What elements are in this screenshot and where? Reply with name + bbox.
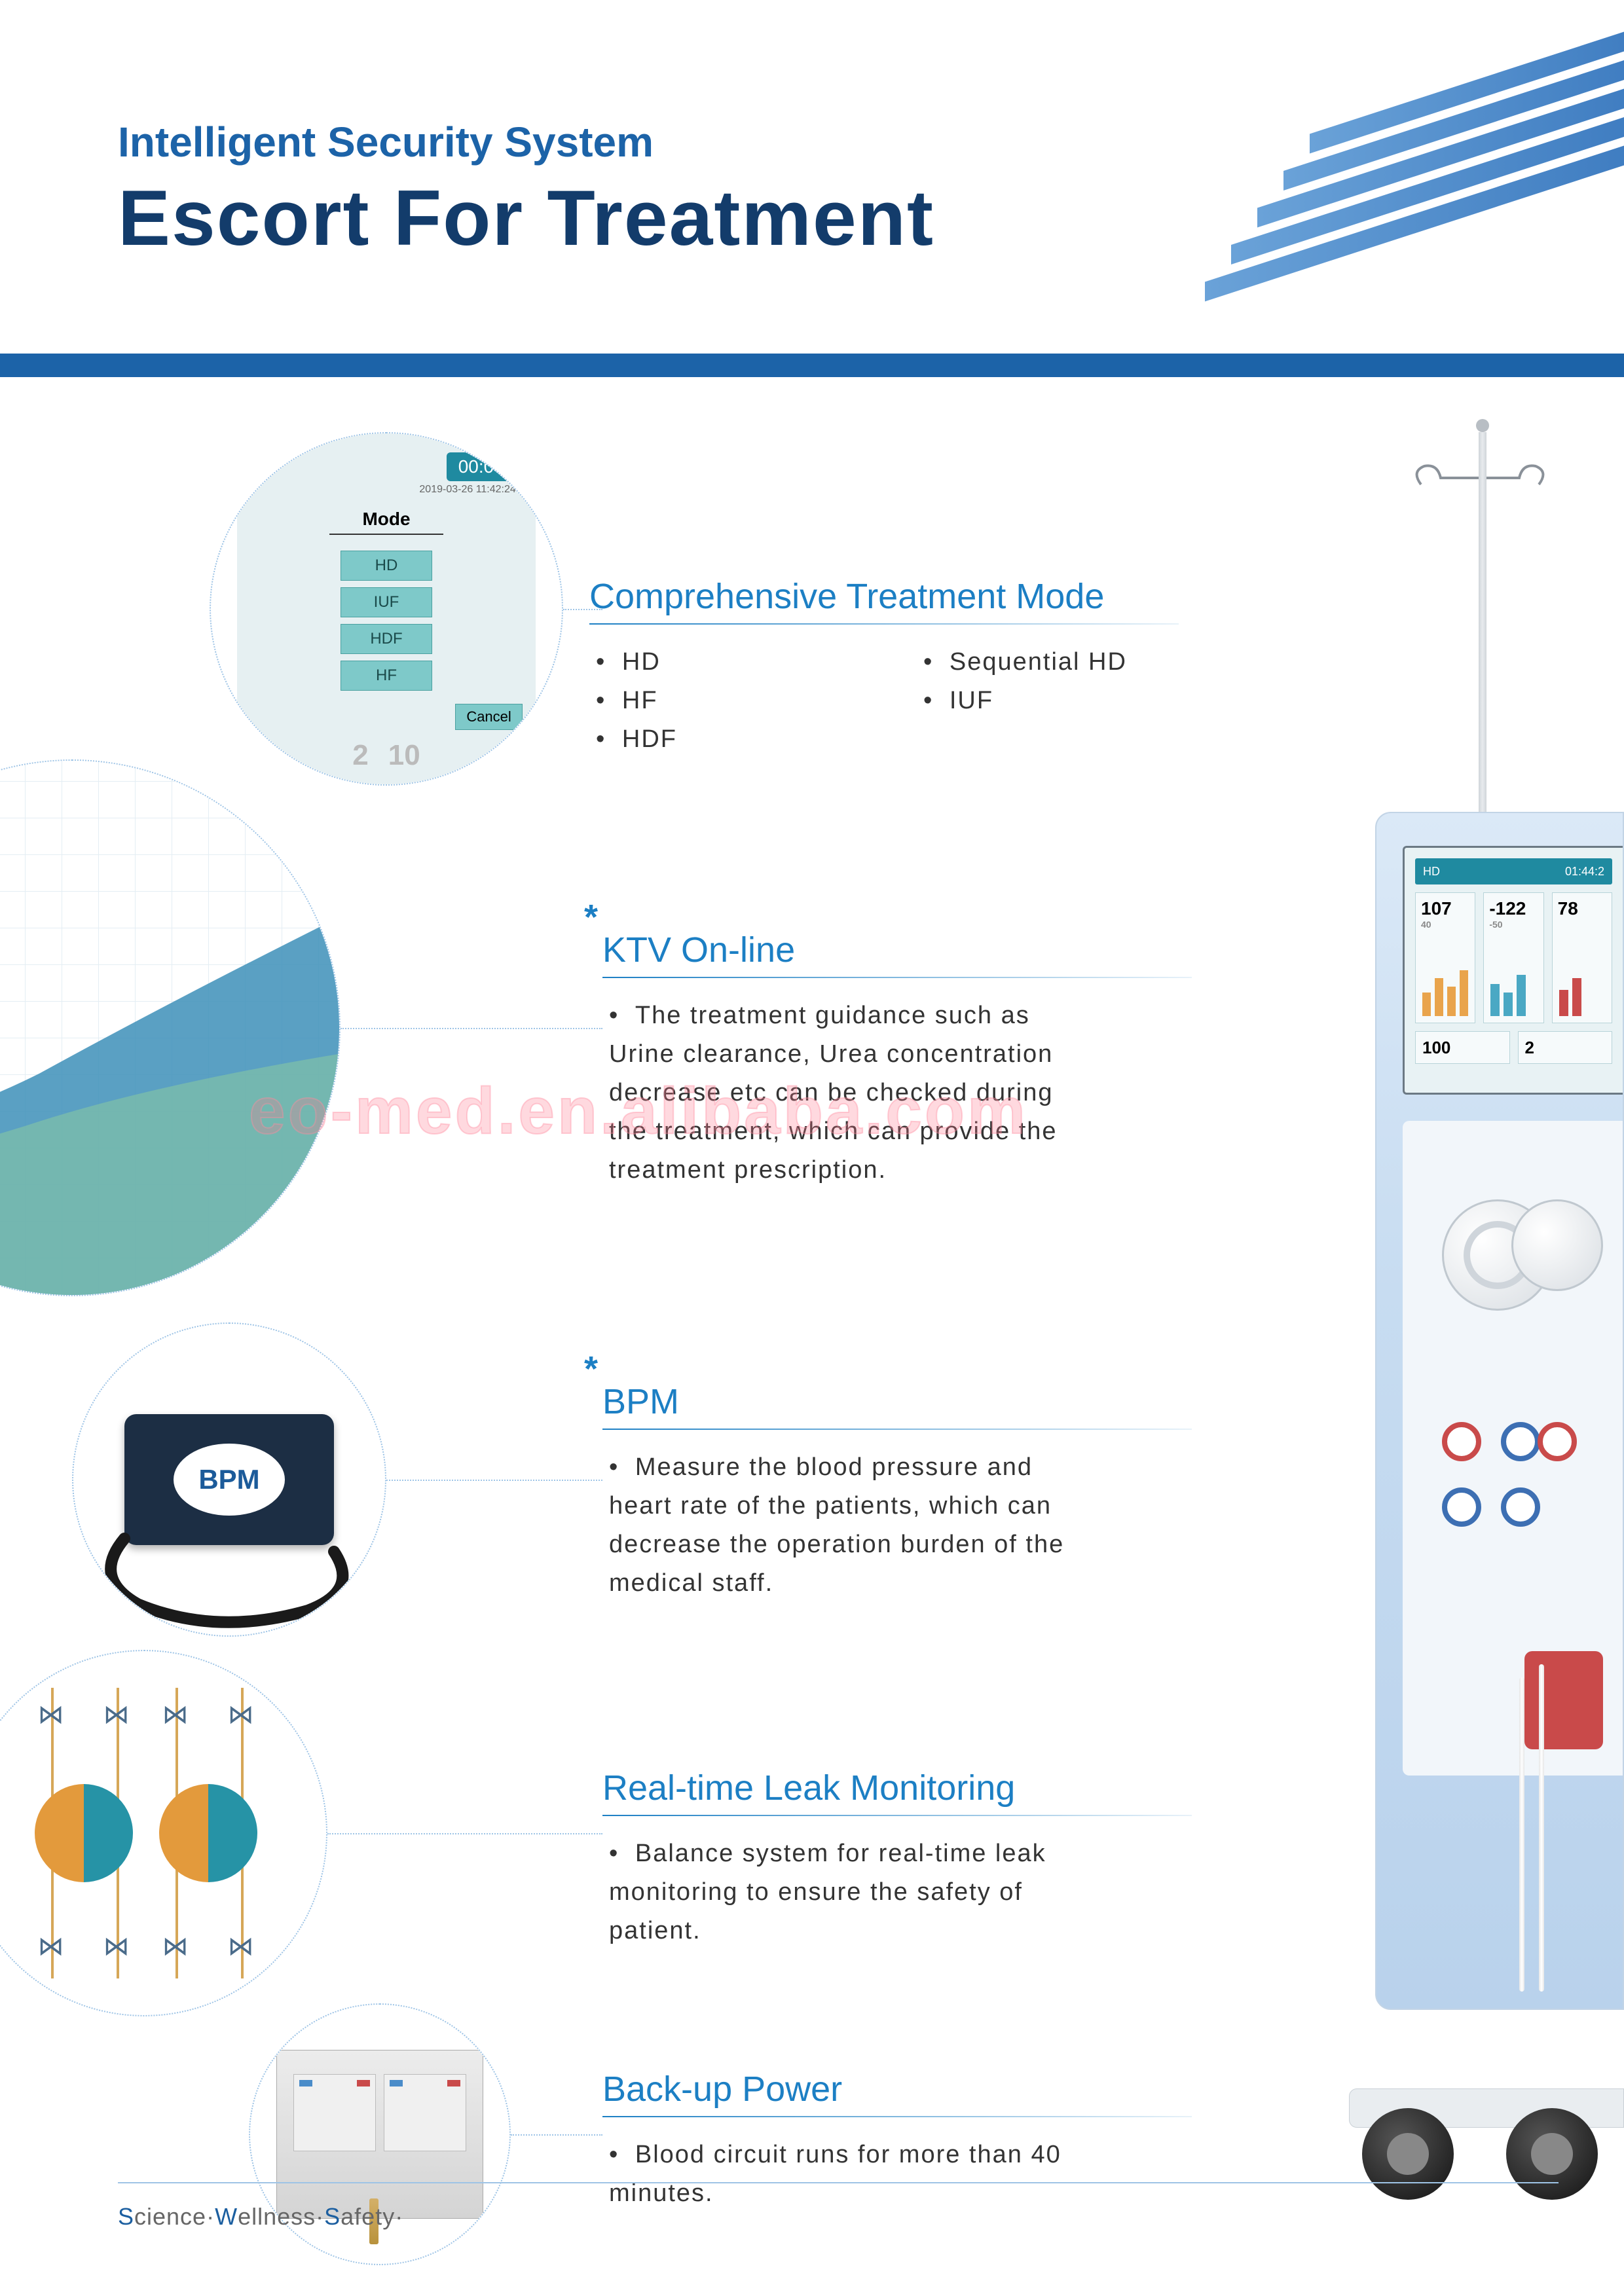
balance-diagram: ⋈ ⋈ ⋈ ⋈ ⋈ ⋈ ⋈ ⋈ [0,1688,289,1979]
port-blue [1501,1422,1540,1461]
machine-display-screen: HD 01:44:2 107 40 -122 -50 78 [1403,846,1623,1095]
mode-button-hdf[interactable]: HDF [341,624,432,654]
page-header: Intelligent Security System Escort For T… [0,0,1624,263]
stat-box: 78 [1552,892,1612,1023]
circle-leak-monitoring: ⋈ ⋈ ⋈ ⋈ ⋈ ⋈ ⋈ ⋈ [0,1650,327,2016]
feature-list-col2: Sequential HD IUF [917,643,1192,759]
feature-bpm: * BPM Measure the blood pressure and hea… [602,1381,1113,1603]
content-area: by 00:00 2019-03-26 11:42:24 Mode HD IUF… [0,419,1624,2296]
feature-treatment-mode: Comprehensive Treatment Mode HD HF HDF S… [589,576,1192,759]
bpm-label: BPM [174,1444,285,1516]
machine-body: HD 01:44:2 107 40 -122 -50 78 [1375,812,1624,2010]
mode-button-hd[interactable]: HD [341,551,432,581]
header-divider-bar [0,354,1624,377]
mode-timer: 00:00 [447,452,516,481]
pump-dial-small [1511,1199,1603,1291]
port-blue [1501,1487,1540,1527]
port-red [1442,1422,1481,1461]
feature-title: KTV On-line [602,930,1113,978]
connector-line [511,2134,602,2136]
feature-list: Balance system for real-time leak monito… [602,1834,1192,1950]
star-icon: * [584,1349,598,1389]
feature-title: Comprehensive Treatment Mode [589,576,1192,625]
dialysis-machine: HD 01:44:2 107 40 -122 -50 78 [1297,432,1624,2200]
tube [1539,1664,1544,1992]
feature-list-col1: HD HF HDF [589,643,864,759]
feature-list: The treatment guidance such as Urine cle… [602,996,1113,1189]
port-blue [1442,1487,1481,1527]
feature-leak-monitoring: Real-time Leak Monitoring Balance system… [602,1768,1192,1950]
star-icon: * [584,897,598,938]
mode-button-iuf[interactable]: IUF [341,587,432,617]
page-footer: Science·Wellness·Safety· [118,2182,1559,2231]
red-cartridge [1524,1651,1603,1749]
decorative-stripes [1166,79,1624,262]
connector-line [327,1833,602,1834]
mode-button-hf[interactable]: HF [341,661,432,691]
feature-title: BPM [602,1381,1113,1430]
stat-box: -122 -50 [1483,892,1543,1023]
stat-box: 107 40 [1415,892,1475,1023]
connector-line [341,1028,602,1029]
ktv-area-chart [0,761,339,1295]
feature-title: Back-up Power [602,2069,1192,2117]
feature-ktv: * KTV On-line The treatment guidance suc… [602,930,1113,1189]
feature-list: Measure the blood pressure and heart rat… [602,1448,1113,1603]
circle-mode-screen: by 00:00 2019-03-26 11:42:24 Mode HD IUF… [210,432,563,786]
mode-screen-panel: by 00:00 2019-03-26 11:42:24 Mode HD IUF… [237,433,536,785]
mode-cancel-button[interactable]: Cancel [455,704,522,730]
connector-line [386,1480,602,1481]
circle-ktv-chart [0,759,341,1296]
bpm-tube-icon [85,1512,360,1630]
feature-title: Real-time Leak Monitoring [602,1768,1192,1816]
circle-bpm: BPM [72,1322,386,1637]
port-red [1538,1422,1577,1461]
mode-heading: Mode [329,509,443,535]
tube [1519,1677,1524,1992]
